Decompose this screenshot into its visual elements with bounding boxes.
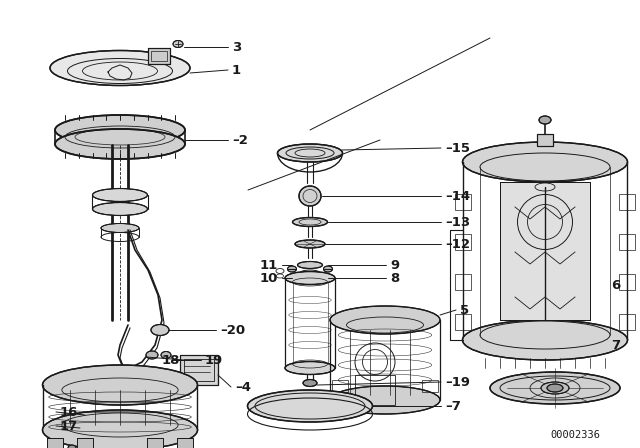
- Text: 17: 17: [60, 419, 78, 432]
- Bar: [455, 314, 471, 330]
- Bar: [180, 355, 218, 385]
- Text: 00002336: 00002336: [550, 430, 600, 440]
- Ellipse shape: [541, 382, 569, 394]
- Text: –20: –20: [220, 323, 245, 336]
- Bar: [455, 194, 471, 210]
- Ellipse shape: [248, 390, 372, 422]
- Text: –19: –19: [445, 375, 470, 388]
- Bar: [77, 438, 93, 448]
- Text: 5: 5: [460, 303, 469, 316]
- Bar: [619, 274, 635, 290]
- Text: 7: 7: [611, 339, 620, 352]
- Bar: [500, 182, 590, 320]
- Bar: [147, 438, 163, 448]
- Bar: [77, 438, 93, 448]
- Text: 16: 16: [60, 405, 78, 418]
- Text: 1: 1: [232, 64, 241, 77]
- Ellipse shape: [463, 142, 627, 182]
- Ellipse shape: [55, 129, 185, 159]
- Text: –14: –14: [445, 190, 470, 202]
- Ellipse shape: [278, 144, 342, 162]
- Text: 10: 10: [260, 271, 278, 284]
- Ellipse shape: [101, 224, 139, 233]
- Text: 9: 9: [390, 258, 399, 271]
- Bar: [455, 234, 471, 250]
- Ellipse shape: [292, 217, 328, 227]
- Bar: [148, 48, 170, 64]
- Text: –12: –12: [445, 237, 470, 250]
- Ellipse shape: [42, 365, 198, 405]
- Ellipse shape: [330, 386, 440, 414]
- Text: –15: –15: [445, 142, 470, 155]
- Ellipse shape: [68, 445, 76, 448]
- Ellipse shape: [161, 352, 171, 358]
- Bar: [500, 182, 590, 320]
- Text: 6: 6: [611, 279, 620, 292]
- Bar: [455, 274, 471, 290]
- Text: –4: –4: [235, 380, 251, 393]
- Ellipse shape: [330, 306, 440, 334]
- Text: 19: 19: [205, 353, 223, 366]
- Ellipse shape: [285, 362, 335, 375]
- Bar: [177, 438, 193, 448]
- Ellipse shape: [151, 324, 169, 336]
- Text: 11: 11: [260, 258, 278, 271]
- Ellipse shape: [146, 351, 158, 359]
- Bar: [619, 234, 635, 250]
- Bar: [619, 194, 635, 210]
- Ellipse shape: [490, 372, 620, 404]
- Bar: [147, 438, 163, 448]
- Ellipse shape: [285, 271, 335, 284]
- Bar: [355, 375, 395, 405]
- Ellipse shape: [55, 115, 185, 145]
- Ellipse shape: [547, 384, 563, 392]
- Ellipse shape: [50, 51, 190, 86]
- Ellipse shape: [539, 116, 551, 124]
- Bar: [148, 48, 170, 64]
- Text: 3: 3: [232, 40, 241, 53]
- Bar: [537, 134, 553, 146]
- Bar: [177, 438, 193, 448]
- Ellipse shape: [463, 320, 627, 360]
- Bar: [47, 438, 63, 448]
- Ellipse shape: [287, 266, 296, 272]
- Ellipse shape: [299, 186, 321, 206]
- Text: 18: 18: [162, 353, 180, 366]
- Text: –7: –7: [445, 400, 461, 413]
- Bar: [47, 438, 63, 448]
- Ellipse shape: [93, 189, 147, 202]
- Bar: [151, 51, 167, 61]
- Bar: [332, 380, 348, 392]
- Bar: [422, 380, 438, 392]
- Ellipse shape: [303, 379, 317, 387]
- Bar: [184, 359, 214, 381]
- Ellipse shape: [298, 262, 323, 268]
- Ellipse shape: [295, 240, 325, 248]
- Bar: [537, 134, 553, 146]
- Ellipse shape: [173, 40, 183, 47]
- Ellipse shape: [323, 266, 333, 272]
- Text: –13: –13: [445, 215, 470, 228]
- Bar: [180, 355, 218, 385]
- Ellipse shape: [42, 410, 198, 448]
- Ellipse shape: [93, 202, 147, 215]
- Text: –2: –2: [232, 134, 248, 146]
- Text: 8: 8: [390, 271, 399, 284]
- Bar: [619, 314, 635, 330]
